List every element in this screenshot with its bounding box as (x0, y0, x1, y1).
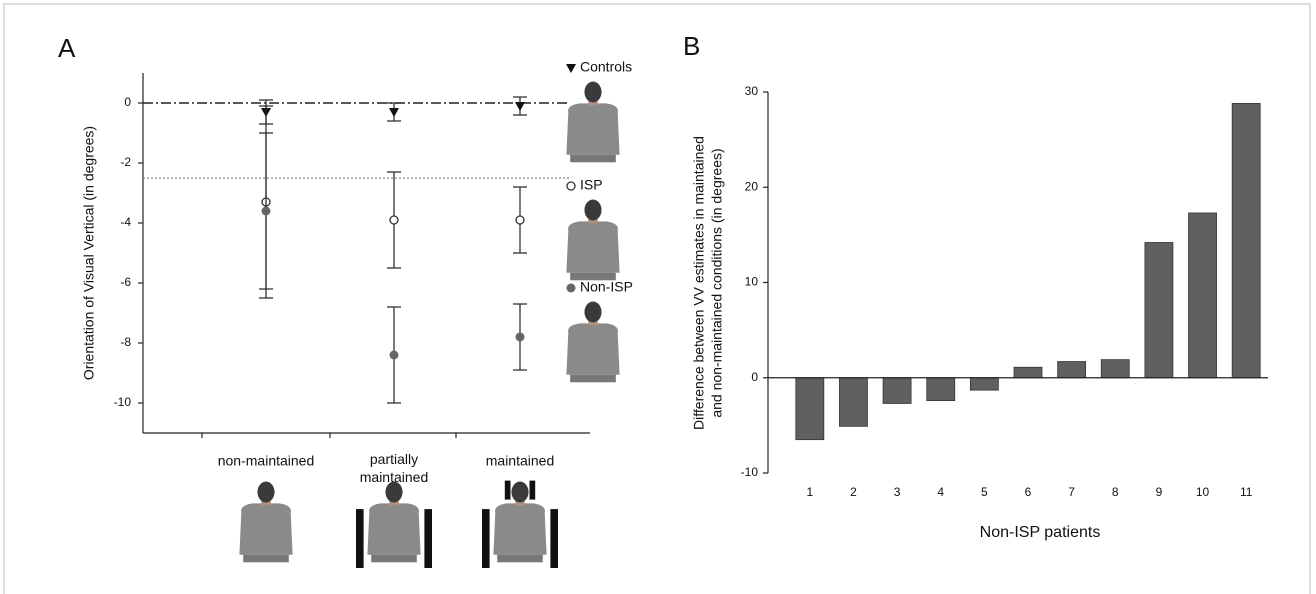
y-tick-label: 0 (124, 95, 131, 109)
panel-label: A (58, 33, 76, 63)
y-tick-label: -8 (120, 335, 131, 349)
x-tick-label: 8 (1112, 485, 1119, 499)
bar (1057, 361, 1087, 379)
torso (566, 103, 620, 155)
y-tick-label: -2 (120, 155, 131, 169)
x-axis-label: Non-ISP patients (980, 524, 1101, 541)
y-axis-label: Difference between VV estimates in maint… (691, 136, 707, 430)
pants (570, 272, 616, 281)
x-tick-label: non-maintained (218, 453, 315, 469)
x-tick-label: 11 (1240, 485, 1253, 499)
x-tick-label: 6 (1025, 485, 1032, 499)
y-tick-label: -10 (114, 395, 132, 409)
person-illustration (566, 81, 620, 163)
bar (969, 377, 999, 391)
y-tick-label: -6 (120, 275, 131, 289)
pants (243, 554, 289, 563)
pants (570, 154, 616, 163)
head (257, 481, 275, 503)
marker (261, 206, 271, 216)
panel-label: B (683, 31, 700, 61)
y-tick-label: 0 (751, 370, 758, 384)
x-tick-label: 9 (1156, 485, 1163, 499)
pants (497, 554, 543, 563)
legend-label: Non-ISP (580, 279, 633, 295)
head (584, 301, 602, 323)
person-illustration (566, 301, 620, 383)
person-illustration (482, 480, 558, 568)
person-illustration (356, 481, 432, 568)
rail (356, 509, 364, 568)
x-tick-label: 3 (894, 485, 901, 499)
marker (566, 64, 576, 73)
head (584, 81, 602, 103)
torso (239, 503, 293, 555)
y-axis-label: and non-maintained conditions (in degree… (709, 148, 725, 417)
bar (839, 377, 868, 427)
y-tick-label: 20 (745, 179, 759, 193)
x-tick-label: 4 (937, 485, 944, 499)
marker (515, 102, 525, 111)
x-tick-label: partially maintained (360, 451, 429, 485)
bar (1188, 212, 1217, 379)
legend-label: ISP (580, 177, 603, 193)
marker (515, 215, 525, 225)
rail (424, 509, 432, 568)
torso (493, 503, 547, 555)
marker (515, 332, 525, 342)
legend-label: Controls (580, 59, 632, 75)
y-tick-label: -4 (120, 215, 131, 229)
head-rest (529, 480, 536, 500)
marker (566, 283, 576, 293)
y-tick-label: -10 (741, 465, 759, 479)
marker (389, 215, 399, 225)
y-axis-label: Orientation of Visual Vertical (in degre… (81, 126, 97, 380)
head (584, 199, 602, 221)
x-tick-label: 10 (1196, 485, 1210, 499)
x-tick-label: 1 (806, 485, 813, 499)
pants (570, 374, 616, 383)
person-illustration (239, 481, 293, 563)
bar (795, 377, 825, 441)
head (511, 481, 529, 503)
bar (1144, 242, 1174, 379)
rail (550, 509, 558, 568)
head (385, 481, 403, 503)
torso (566, 323, 620, 375)
head-rest (504, 480, 511, 500)
pants (371, 554, 417, 563)
marker (389, 350, 399, 360)
bar (1231, 103, 1261, 379)
x-tick-label: 5 (981, 485, 988, 499)
bar (1100, 359, 1130, 379)
x-tick-label: 2 (850, 485, 857, 499)
frame (3, 3, 1311, 594)
bar (926, 377, 956, 402)
person-illustration (566, 199, 620, 281)
marker (566, 181, 576, 191)
y-tick-label: 30 (745, 84, 759, 98)
x-tick-label: 7 (1068, 485, 1075, 499)
torso (367, 503, 421, 555)
bar (1013, 366, 1043, 379)
rail (482, 509, 490, 568)
y-tick-label: 10 (745, 275, 759, 289)
torso (566, 221, 620, 273)
x-tick-label: maintained (486, 453, 555, 469)
marker (389, 108, 399, 117)
bar (882, 377, 912, 404)
